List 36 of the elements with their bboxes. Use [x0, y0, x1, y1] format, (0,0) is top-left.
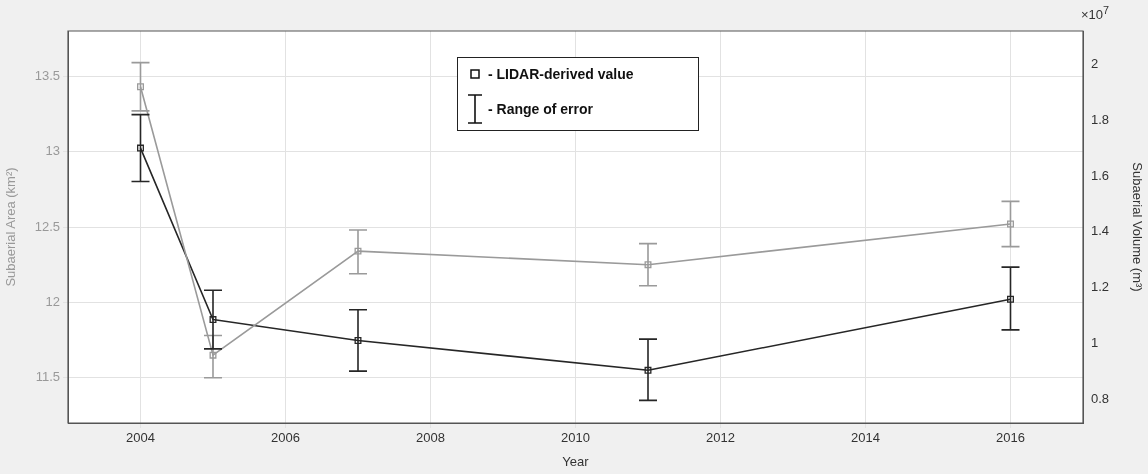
y-tick-label: 12.5 [34, 218, 60, 234]
y2-tick-label: 1.2 [1091, 279, 1110, 295]
x-tick-label: 2008 [416, 430, 445, 446]
point [644, 366, 652, 374]
y2-tick-label: 0.8 [1091, 390, 1110, 406]
x-tick-label: 2004 [126, 430, 155, 446]
point [137, 83, 144, 91]
point [209, 316, 217, 324]
y2-tick-label: 2 [1091, 56, 1099, 72]
point [137, 144, 144, 152]
point [1007, 295, 1014, 303]
x-tick-label: 2006 [271, 430, 300, 446]
annotation: - LIDAR-derived value [488, 66, 634, 82]
annotation: - Range of error [488, 101, 594, 117]
x-tick-label: 2016 [996, 430, 1025, 446]
point [354, 337, 362, 344]
x-tick-label: 2012 [706, 430, 735, 446]
y-tick-label: 11.5 [35, 369, 60, 385]
point [354, 247, 362, 255]
point [1007, 220, 1014, 228]
y2-tick-label: 1.4 [1091, 223, 1110, 239]
y2-tick-label: 1 [1091, 334, 1099, 350]
y2-tick-label: 1.8 [1091, 111, 1110, 127]
y2-axis-title: Subaerial Volume (m³) [1129, 162, 1145, 292]
y-axis-title: Subaerial Area (km²) [3, 167, 19, 287]
x-tick-label: 2010 [561, 430, 590, 446]
y-tick-label: 13 [45, 143, 60, 159]
point [644, 261, 652, 269]
x-axis-title: Year [562, 453, 590, 469]
legend-box: - LIDAR-derived value - Range of error [457, 57, 699, 131]
x-tick-label: 2014 [851, 430, 880, 446]
y-tick-label: 13.5 [34, 67, 60, 83]
y2-tick-label: 1.6 [1091, 167, 1110, 183]
point [209, 351, 217, 359]
text: ×10$^{7}$ [1081, 4, 1110, 23]
y-tick-label: 12 [45, 293, 60, 309]
